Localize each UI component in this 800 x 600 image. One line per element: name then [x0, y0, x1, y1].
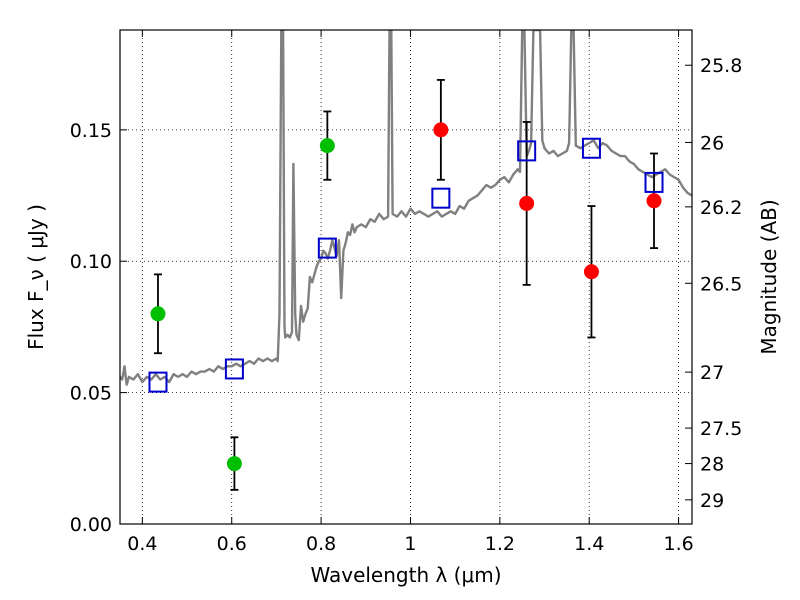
- y2-tick-label: 27.5: [700, 418, 742, 440]
- y-tick-label: 0.05: [70, 383, 112, 405]
- model-point: [224, 358, 244, 380]
- plot-area: [120, 30, 692, 386]
- y2-tick-label: 28: [700, 454, 724, 476]
- x-tick-label: 0.8: [306, 533, 336, 555]
- x-tick-label: 1: [404, 533, 416, 555]
- plot-frame: [119, 29, 693, 525]
- x-axis-title: Wavelength λ (μm): [310, 563, 501, 587]
- grid-lines: [120, 30, 692, 525]
- y-tick-label: 0.15: [70, 120, 112, 142]
- x-tick-label: 1.2: [485, 533, 515, 555]
- y-tick-label: 0.10: [70, 251, 112, 273]
- x-tick-label: 1.6: [663, 533, 693, 555]
- y2-tick-label: 26: [700, 132, 724, 154]
- label-layer: 0.4 0.6 0.8 1 1.2 1.4 1.6 0.00 0.05 0.10 0.15 25.8 2…: [70, 55, 743, 555]
- model-point: [581, 137, 601, 159]
- y2-tick-label: 25.8: [700, 55, 742, 77]
- x-tick-label: 0.6: [217, 533, 247, 555]
- data-point: [519, 195, 535, 211]
- data-point: [226, 456, 242, 472]
- y2-tick-label: 29: [700, 490, 724, 512]
- y2-tick-label: 26.2: [700, 197, 742, 219]
- data-point: [646, 193, 662, 209]
- model-point: [148, 371, 168, 393]
- spectrum-line: [120, 30, 692, 386]
- y-axis-title: Flux F_ν ( μJy ): [24, 204, 48, 350]
- y2-axis-title: Magnitude (AB): [757, 199, 781, 354]
- model-point: [644, 171, 664, 193]
- data-point: [319, 138, 335, 154]
- x-tick-label: 0.4: [127, 533, 157, 555]
- y2-tick-label: 26.5: [700, 273, 742, 295]
- marker-layer: [148, 79, 664, 491]
- data-point: [583, 264, 599, 280]
- data-point: [433, 122, 449, 138]
- y-tick-label: 0.00: [70, 514, 112, 536]
- model-point: [431, 187, 451, 209]
- y2-tick-label: 27: [700, 362, 724, 384]
- x-tick-label: 1.4: [574, 533, 604, 555]
- tick-layer: [120, 30, 692, 525]
- model-point: [317, 237, 337, 259]
- model-point: [517, 140, 537, 162]
- data-point: [150, 306, 166, 322]
